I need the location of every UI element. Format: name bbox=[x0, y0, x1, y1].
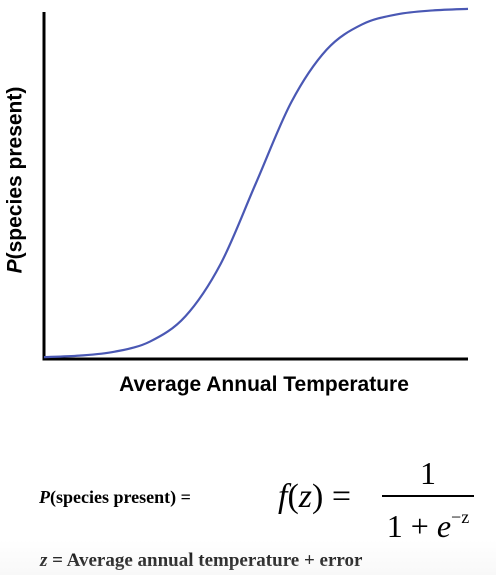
fraction-bar bbox=[382, 495, 474, 497]
logistic-fraction: 1 1 + e−z bbox=[380, 455, 476, 546]
z-definition: z = Average annual temperature + error bbox=[40, 550, 362, 572]
function-paren-open: ( bbox=[287, 478, 299, 515]
function-variable: z bbox=[298, 478, 313, 515]
function-expression: f(z) = bbox=[278, 478, 351, 516]
y-axis-label-text: (species present) bbox=[3, 86, 27, 260]
denominator-base: e bbox=[436, 508, 452, 544]
y-axis-label-italic: P bbox=[3, 259, 27, 274]
logistic-curve-line bbox=[43, 7, 469, 359]
fraction-numerator: 1 bbox=[420, 455, 436, 491]
denominator-prefix: 1 + bbox=[386, 508, 437, 544]
y-axis-label: P(species present) bbox=[3, 0, 27, 360]
function-name: f bbox=[278, 478, 288, 515]
equation-lhs-text: (species present) = bbox=[50, 487, 191, 507]
function-paren-close: ) = bbox=[312, 478, 352, 515]
z-definition-var: z bbox=[40, 550, 48, 571]
x-axis-label: Average Annual Temperature bbox=[119, 373, 409, 396]
fraction-denominator: 1 + e−z bbox=[380, 497, 476, 546]
equation-lhs-italic: P bbox=[39, 487, 50, 507]
sigmoid-chart bbox=[42, 7, 469, 361]
equation-lhs: P(species present) = bbox=[39, 487, 191, 508]
denominator-exponent: −z bbox=[451, 507, 470, 527]
z-definition-text: = Average annual temperature + error bbox=[47, 550, 363, 571]
